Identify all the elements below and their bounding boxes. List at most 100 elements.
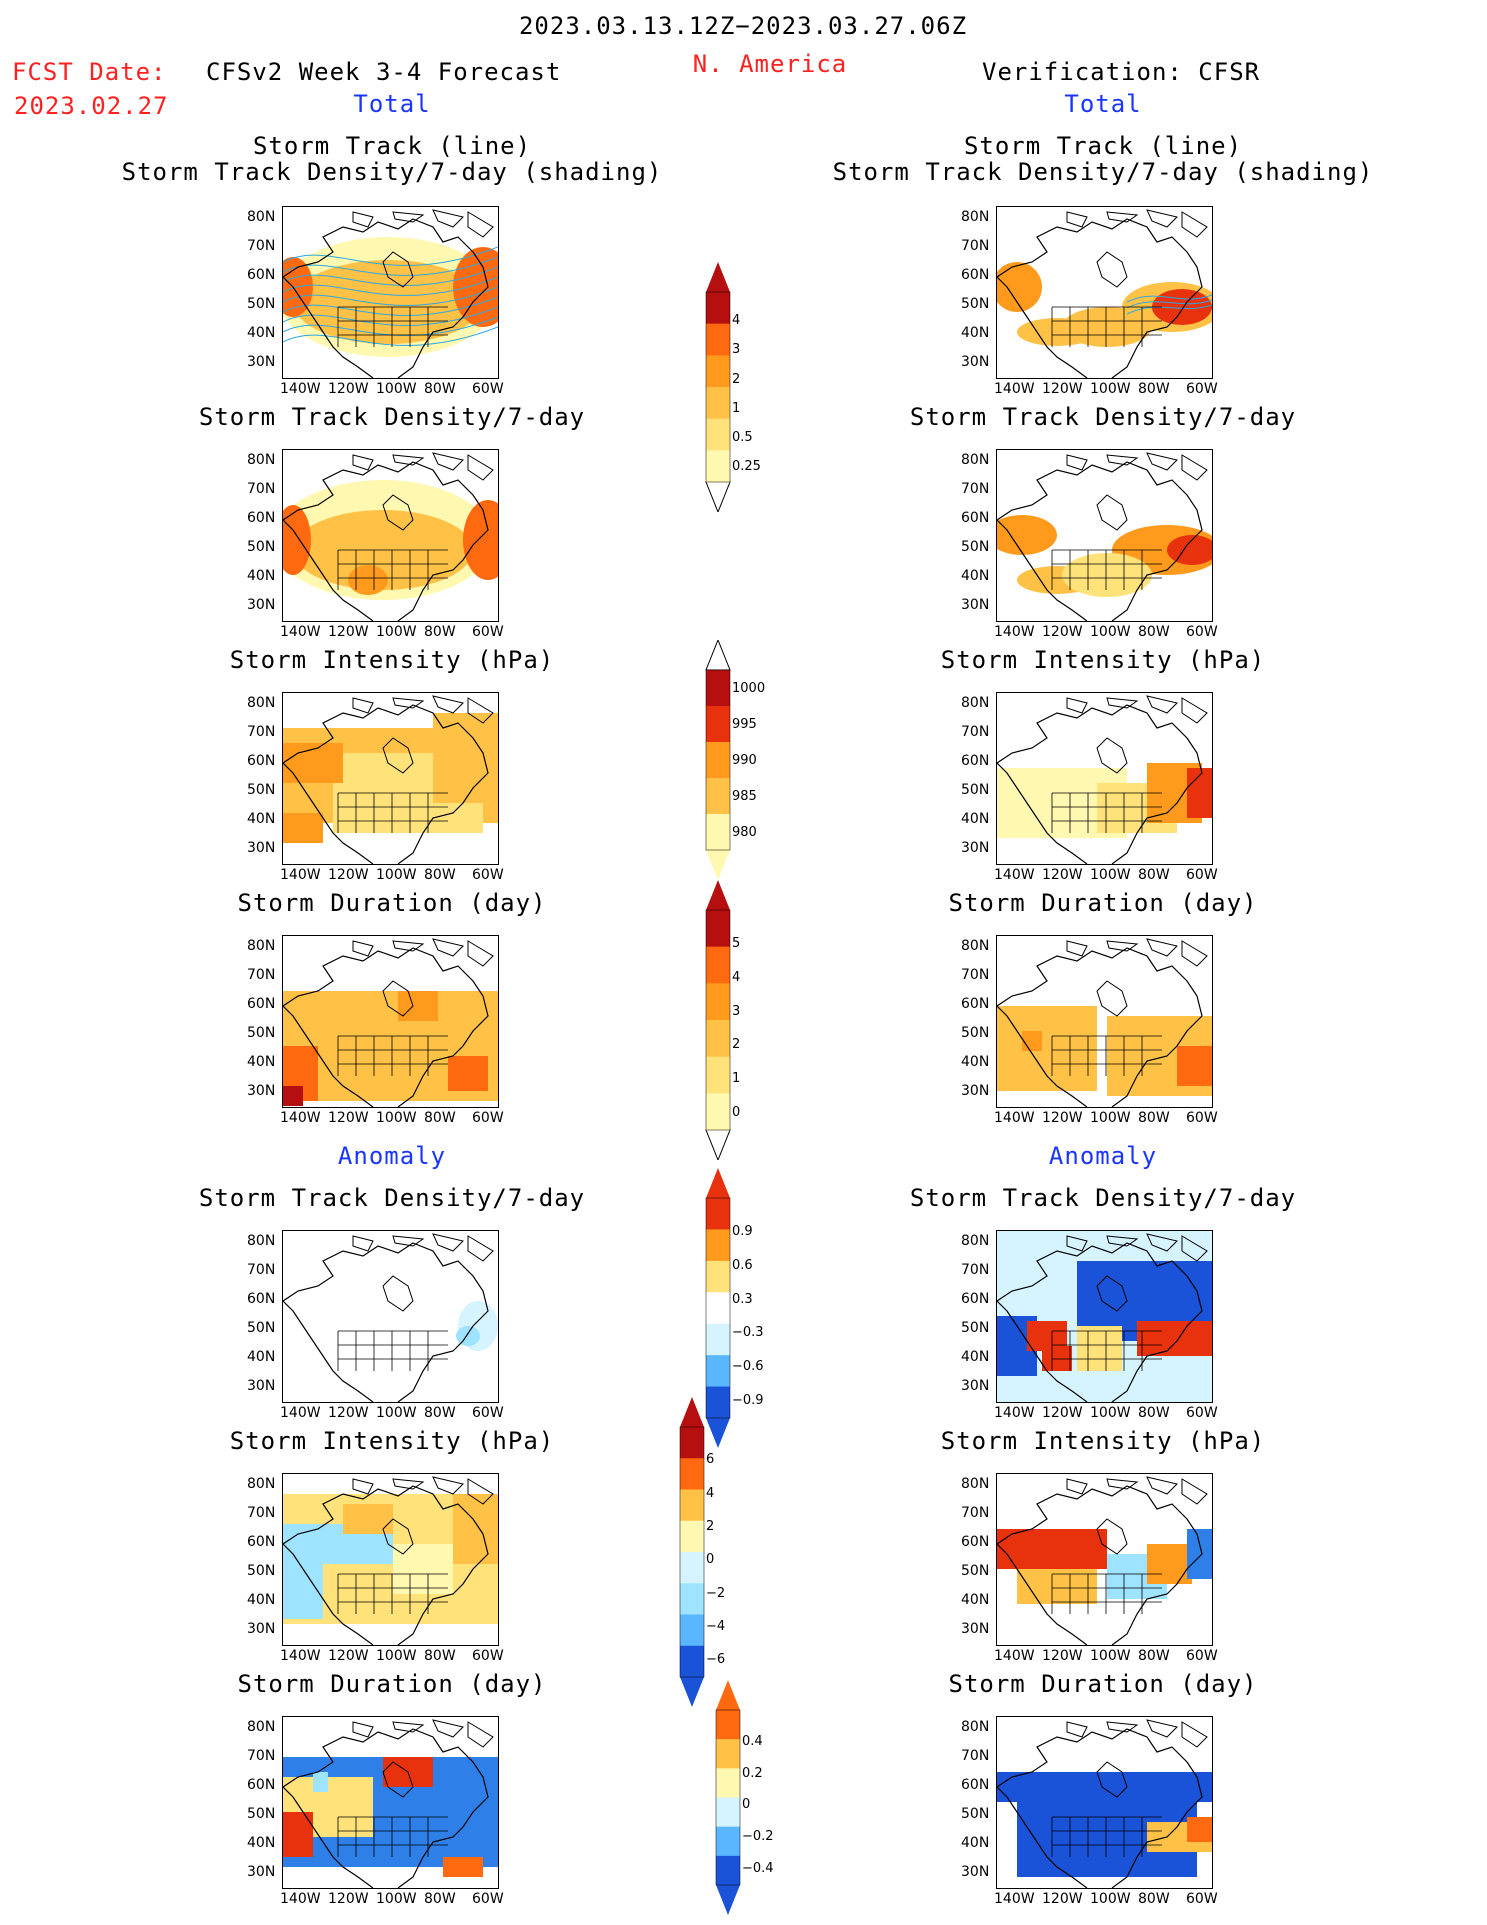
colorbar-duration_anom	[715, 1680, 741, 1915]
lat-label: 60N	[961, 267, 990, 283]
lat-label: 70N	[247, 967, 276, 983]
title-intensity-total-left: Storm Intensity (hPa)	[229, 646, 555, 674]
coastline	[997, 218, 1203, 378]
lon-label: 80W	[1138, 1405, 1170, 1421]
lat-label: 50N	[961, 539, 990, 555]
colorbar-label: 0.6	[732, 1257, 753, 1273]
title-track-line-left: Storm Track (line)	[252, 132, 532, 160]
lon-label: 100W	[376, 1891, 417, 1907]
storm-track-line	[283, 286, 498, 306]
shading-region	[1042, 1346, 1072, 1371]
colorbar-label: 0	[742, 1797, 751, 1813]
shading-region	[393, 1544, 453, 1594]
colorbar-segment	[706, 1093, 730, 1131]
colorbar-label: 990	[732, 752, 757, 768]
colorbar-segment	[706, 670, 730, 707]
lon-label: 100W	[1090, 1110, 1131, 1126]
coastline	[283, 1242, 489, 1402]
shading-region	[997, 1772, 1212, 1802]
shading-region	[1022, 1031, 1042, 1051]
colorbar-segment	[706, 1323, 730, 1356]
title-intensity-anom-right: Storm Intensity (hPa)	[940, 1427, 1266, 1455]
lat-label: 40N	[961, 1835, 990, 1851]
colorbar-label: 5	[732, 935, 741, 951]
lon-label: 80W	[1138, 381, 1170, 397]
colorbar-label: −0.2	[742, 1829, 774, 1845]
shading-region	[453, 247, 498, 327]
colorbar-arrow-top	[716, 1680, 740, 1710]
shading-region	[283, 1086, 303, 1106]
colorbar-label: 0	[732, 1105, 741, 1121]
coastline	[283, 947, 489, 1107]
lat-label: 50N	[247, 1563, 276, 1579]
colorbar-label: −6	[706, 1652, 726, 1668]
shading-region	[1177, 1046, 1212, 1086]
lon-label: 60W	[1186, 1648, 1218, 1664]
coastline	[997, 1242, 1203, 1402]
shading-region	[1152, 289, 1212, 325]
shading-region	[1137, 1321, 1212, 1356]
lat-label: 80N	[247, 1233, 276, 1249]
arctic-islands	[1066, 452, 1208, 481]
arctic-islands	[352, 1233, 494, 1262]
map-density-total-forecast	[282, 449, 499, 622]
colorbar-segment	[706, 323, 730, 356]
arctic-islands	[1066, 1476, 1208, 1505]
lon-label: 140W	[280, 867, 321, 883]
colorbar-label: −2	[706, 1585, 726, 1601]
colorbar-segment	[706, 814, 730, 851]
lon-label: 140W	[280, 381, 321, 397]
colorbar-segment	[680, 1645, 704, 1678]
title-duration-anom-left: Storm Duration (day)	[237, 1670, 547, 1698]
colorbar-label: 995	[732, 716, 757, 732]
lon-label: 80W	[1138, 1110, 1170, 1126]
coastline	[997, 704, 1203, 864]
shading-region	[313, 1772, 328, 1792]
colorbar-segment	[680, 1614, 704, 1647]
colorbar-segment	[680, 1520, 704, 1553]
lon-label: 120W	[328, 381, 369, 397]
shading-region	[1077, 1326, 1122, 1371]
lat-label: 60N	[247, 267, 276, 283]
colorbar-segment	[706, 1292, 730, 1325]
verification-title: Verification: CFSR	[982, 58, 1261, 86]
storm-track-line	[283, 316, 498, 336]
lat-label: 50N	[247, 296, 276, 312]
lon-label: 80W	[1138, 1648, 1170, 1664]
lon-label: 60W	[472, 1891, 504, 1907]
lat-label: 60N	[961, 1777, 990, 1793]
lon-label: 100W	[1090, 624, 1131, 640]
date-range: 2023.03.13.12Z−2023.03.27.06Z	[518, 12, 968, 40]
arctic-islands	[352, 695, 494, 724]
lat-label: 70N	[247, 1748, 276, 1764]
lat-label: 60N	[247, 996, 276, 1012]
shading-region	[456, 1326, 480, 1346]
lat-label: 30N	[247, 1083, 276, 1099]
colorbar-segment	[680, 1583, 704, 1615]
lon-label: 100W	[376, 1110, 417, 1126]
arctic-islands	[1066, 1233, 1208, 1262]
coastline	[283, 218, 489, 378]
lat-label: 30N	[247, 354, 276, 370]
colorbar-label: 985	[732, 788, 757, 804]
map-track-forecast	[282, 206, 499, 379]
colorbar-label: 0.25	[732, 459, 761, 475]
model-title: CFSv2 Week 3-4 Forecast	[206, 58, 562, 86]
lat-label: 40N	[961, 568, 990, 584]
lat-label: 60N	[247, 1534, 276, 1550]
lat-label: 70N	[961, 481, 990, 497]
lon-label: 120W	[1042, 381, 1083, 397]
lat-label: 30N	[961, 1621, 990, 1637]
arctic-islands	[1066, 209, 1208, 238]
map-duration-anom-forecast	[282, 1716, 499, 1889]
lon-label: 80W	[424, 381, 456, 397]
shading-region	[1017, 1569, 1097, 1604]
colorbar-arrow-bottom	[706, 850, 730, 880]
storm-track-line	[283, 266, 498, 286]
colorbar-segment	[680, 1489, 704, 1522]
hudson-bay	[382, 1761, 414, 1798]
colorbar-label: 0.4	[742, 1733, 763, 1749]
shading-region	[448, 1056, 488, 1091]
lon-label: 60W	[1186, 1891, 1218, 1907]
lat-label: 30N	[961, 840, 990, 856]
